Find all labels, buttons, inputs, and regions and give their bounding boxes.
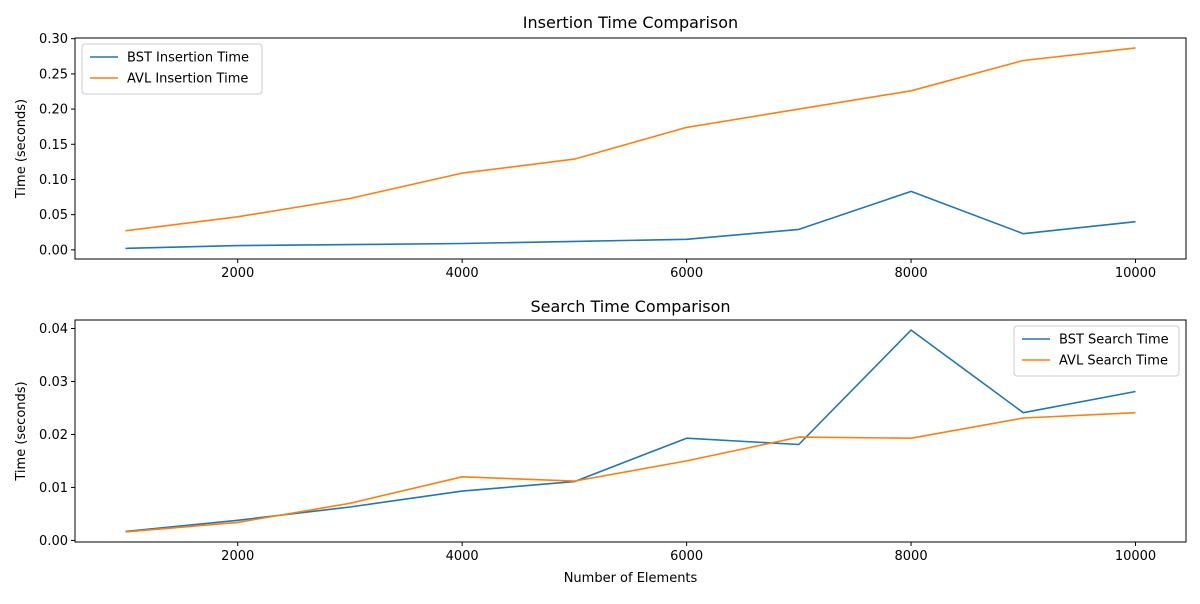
subplot-2: Search Time Comparison 2000 4000 6000 8000 10…: [14, 297, 1187, 586]
x-tick-label: 4000: [446, 266, 479, 281]
x-tick-label: 4000: [446, 549, 479, 564]
y-tick-label: 0.00: [39, 243, 68, 258]
y-tick-label: 0.03: [39, 375, 68, 390]
y-tick-label: 0.04: [39, 322, 68, 337]
y-tick-label: 0.02: [39, 428, 68, 443]
x-tick-label: 6000: [670, 549, 703, 564]
y-tick-label: 0.15: [39, 138, 68, 153]
legend: BST Search Time AVL Search Time: [1013, 325, 1180, 377]
legend-label: BST Insertion Time: [127, 51, 249, 66]
series-line-1: [125, 329, 1136, 533]
chart-title: Insertion Time Comparison: [523, 13, 738, 32]
series-line-2: [125, 47, 1136, 232]
y-tick-label: 0.05: [39, 208, 68, 223]
y-axis-label: Time (seconds): [14, 99, 29, 199]
series-line-2: [125, 411, 1136, 533]
plot-frame: [74, 37, 1187, 260]
x-tick-label: 2000: [221, 266, 254, 281]
x-tick-label: 2000: [221, 549, 254, 564]
x-axis-label: Number of Elements: [564, 571, 698, 586]
legend-label: AVL Search Time: [1059, 354, 1168, 369]
legend-box: [81, 43, 263, 95]
subplot-1: Insertion Time Comparison 2000 4000 6000 800…: [14, 13, 1187, 281]
y-tick-label: 0.01: [39, 481, 68, 496]
x-tick-label: 10000: [1115, 549, 1156, 564]
series-line-1: [125, 190, 1136, 250]
y-tick-label: 0.25: [39, 67, 68, 82]
y-tick-label: 0.20: [39, 103, 68, 118]
y-tick-label: 0.10: [39, 173, 68, 188]
legend-box: [1013, 325, 1180, 377]
y-axis-label: Time (seconds): [14, 381, 29, 481]
legend-label: BST Search Time: [1059, 333, 1169, 348]
plot-frame: [74, 319, 1187, 543]
legend: BST Insertion Time AVL Insertion Time: [81, 43, 263, 95]
chart-title: Search Time Comparison: [530, 297, 730, 316]
y-tick-label: 0.30: [39, 32, 68, 47]
legend-label: AVL Insertion Time: [127, 72, 248, 87]
x-tick-label: 6000: [670, 266, 703, 281]
x-tick-label: 8000: [895, 266, 928, 281]
y-tick-label: 0.00: [39, 534, 68, 549]
x-tick-label: 8000: [895, 549, 928, 564]
x-tick-label: 10000: [1115, 266, 1156, 281]
